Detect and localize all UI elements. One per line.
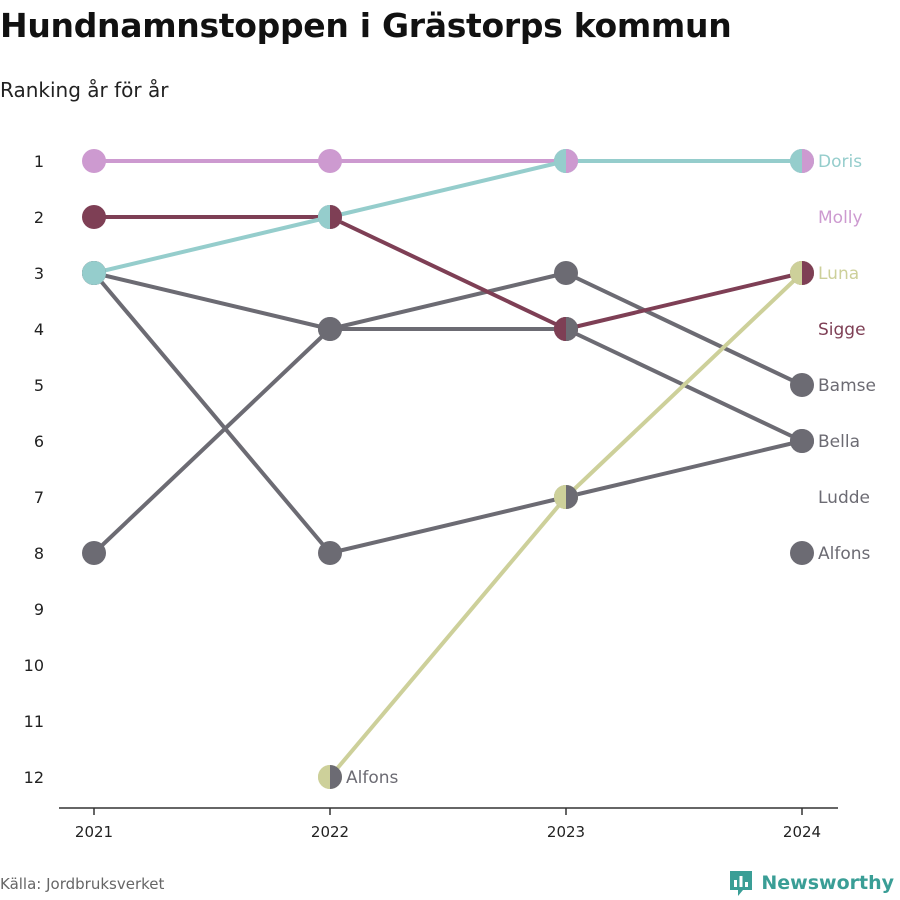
x-tick-label: 2022 (311, 823, 349, 841)
end-label-luna: Luna (818, 264, 859, 284)
line-segment-bamse (564, 271, 804, 387)
split-point-left-2022-12 (318, 765, 330, 789)
split-point-right-2023-7 (566, 485, 578, 509)
point-bella-2022 (318, 317, 342, 341)
split-point-left-2024-1 (790, 149, 802, 173)
y-tick-label: 3 (34, 264, 44, 283)
split-point-right-2024-3 (802, 261, 814, 285)
source-note: Källa: Jordbruksverket (0, 875, 165, 893)
split-point-left-2023-1 (554, 149, 566, 173)
x-tick-label: 2023 (547, 823, 585, 841)
line-segment-bella (92, 327, 332, 555)
end-label-bella: Bella (818, 432, 860, 452)
point-ludde-2024 (790, 429, 814, 453)
annotations: Alfons (346, 768, 399, 788)
end-label-molly: Molly (818, 208, 863, 228)
brand-logo[interactable]: Newsworthy (728, 869, 894, 897)
point-sigge-2021 (82, 205, 106, 229)
end-labels: Doris Molly Luna Sigge Bamse Bella Ludde Alfons (818, 152, 876, 564)
line-segment-bamse (328, 271, 568, 331)
series-points (82, 149, 814, 789)
y-tick-label: 4 (34, 320, 44, 339)
end-label-alfons: Alfons (818, 544, 871, 564)
series-lines (92, 159, 804, 779)
split-point-left-2022-2 (318, 205, 330, 229)
y-tick-label: 1 (34, 152, 44, 171)
end-label-bamse: Bamse (818, 376, 876, 396)
y-tick-label: 11 (24, 712, 44, 731)
point-molly-2022 (318, 149, 342, 173)
line-segment-luna (564, 271, 804, 499)
line-segment-ludde (328, 495, 568, 555)
split-point-right-2023-1 (566, 149, 578, 173)
y-tick-label: 2 (34, 208, 44, 227)
x-tick-label: 2021 (75, 823, 113, 841)
chart-subtitle: Ranking år för år (0, 78, 169, 102)
split-point-left-2024-3 (790, 261, 802, 285)
brand-name: Newsworthy (761, 872, 894, 894)
shared-rank-markers (318, 149, 814, 789)
end-label-sigge: Sigge (818, 320, 866, 340)
line-segment-bamse (92, 271, 332, 331)
y-tick-label: 5 (34, 376, 44, 395)
line-segment-ludde (564, 439, 804, 499)
point-doris-2021 (82, 261, 106, 285)
point-molly-2021 (82, 149, 106, 173)
x-axis-ticks: 2021 2022 2023 2024 (75, 808, 821, 841)
point-bamse-2024 (790, 373, 814, 397)
point-alfons-2024 (790, 541, 814, 565)
y-tick-label: 6 (34, 432, 44, 451)
x-tick-label: 2024 (783, 823, 821, 841)
split-point-left-2023-4 (554, 317, 566, 341)
newsworthy-logo-icon (730, 871, 753, 896)
end-label-ludde: Ludde (818, 488, 870, 508)
annotation-label: Alfons (346, 768, 399, 788)
point-bamse-2023 (554, 261, 578, 285)
split-point-right-2022-12 (330, 765, 342, 789)
point-bella-2021 (82, 541, 106, 565)
split-point-right-2024-1 (802, 149, 814, 173)
y-tick-label: 7 (34, 488, 44, 507)
line-segment-luna (328, 495, 568, 779)
line-segment-doris (92, 215, 332, 275)
chart-title: Hundnamnstoppen i Grästorps kommun (0, 6, 732, 45)
y-tick-label: 12 (24, 768, 44, 787)
line-segment-sigge (564, 271, 804, 331)
line-segment-doris (328, 159, 568, 219)
split-point-left-2023-7 (554, 485, 566, 509)
line-segment-ludde (92, 271, 332, 555)
y-tick-label: 8 (34, 544, 44, 563)
line-segment-sigge (328, 215, 568, 331)
end-label-doris: Doris (818, 152, 862, 172)
point-ludde-2022 (318, 541, 342, 565)
y-tick-label: 9 (34, 600, 44, 619)
y-tick-label: 10 (24, 656, 44, 675)
split-point-right-2022-2 (330, 205, 342, 229)
split-point-right-2023-4 (566, 317, 578, 341)
